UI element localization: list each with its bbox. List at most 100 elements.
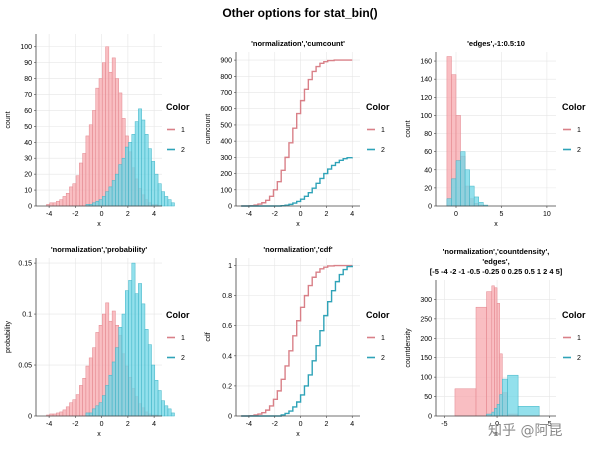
figure-title: Other options for stat_bin() <box>222 6 378 20</box>
bar-series-2 <box>105 385 110 417</box>
legend-title: Color <box>166 102 190 112</box>
legend-label-1: 1 <box>381 335 385 342</box>
panel-2: 0 100 200 300 400 500 600 700 800 900 -4 -2 0 2 4 x cumc… <box>205 39 390 228</box>
line-series-1 <box>241 59 353 207</box>
y-tick-label: 0.05 <box>18 363 32 370</box>
bar-series-1 <box>92 347 96 417</box>
x-tick-label: 4 <box>350 211 354 218</box>
panel-title: 'normalization','probability' <box>51 245 148 254</box>
x-tick-label: 0 <box>495 421 499 428</box>
y-tick-label: 120 <box>420 95 432 102</box>
legend-label-1: 1 <box>181 127 185 134</box>
bar-series-2 <box>134 121 139 207</box>
panel-6: 0 50 100 150 200 250 300 -5 0 5 x countdensity 'norm… <box>405 247 586 438</box>
bar-series-2 <box>460 151 466 207</box>
bar-series-2 <box>115 173 119 207</box>
x-tick-label: 4 <box>350 421 354 428</box>
bar-series-1 <box>59 411 64 417</box>
bar-series-2 <box>154 173 159 207</box>
y-tick-label: 90 <box>24 60 32 67</box>
y-axis-label: probability <box>5 321 12 353</box>
bar-series-2 <box>157 390 162 417</box>
bar-series-2 <box>108 186 113 207</box>
bar-series-1 <box>82 153 87 207</box>
legend-title: Color <box>366 102 390 112</box>
bar-series-2 <box>118 164 123 207</box>
bar-series-1 <box>65 406 70 417</box>
y-tick-label: 20 <box>24 172 32 179</box>
y-tick-label: 700 <box>220 90 232 97</box>
x-tick-label: 10 <box>543 211 551 218</box>
legend-label-2: 2 <box>381 355 385 362</box>
y-axis-label: cumcount <box>205 114 212 144</box>
y-axis-label: countdensity <box>405 328 412 368</box>
bar-series-2 <box>147 148 152 207</box>
y-tick-label: 200 <box>420 336 432 343</box>
y-tick-label: 0.2 <box>222 383 232 390</box>
x-tick-label: 5 <box>500 211 504 218</box>
bar-series-2 <box>131 134 136 207</box>
y-tick-label: 0 <box>228 204 232 211</box>
bar-series-2 <box>98 402 103 417</box>
bar-series-2 <box>141 119 146 207</box>
panel-title: 'normalization','cdf' <box>263 245 332 254</box>
bar-series-1 <box>88 357 93 417</box>
bar-series-2 <box>138 283 142 417</box>
bar-series-2 <box>115 347 119 417</box>
y-tick-label: 900 <box>220 58 232 65</box>
bar-series-2 <box>507 374 519 417</box>
y-tick-label: 80 <box>424 131 432 138</box>
y-tick-label: 100 <box>420 375 432 382</box>
bar-series-2 <box>494 407 498 417</box>
bar-series-2 <box>85 412 90 417</box>
bar-series-1 <box>92 110 96 207</box>
bar-series-1 <box>59 199 64 207</box>
bar-series-1 <box>85 135 90 207</box>
panel-title: 'edges', <box>482 257 509 266</box>
x-tick-label: 0 <box>454 211 458 218</box>
bar-series-1 <box>65 193 70 207</box>
y-tick-label: 500 <box>220 122 232 129</box>
x-tick-label: 5 <box>548 421 552 428</box>
y-tick-label: 200 <box>220 171 232 178</box>
y-tick-label: 0 <box>428 204 432 211</box>
bar-series-2 <box>118 327 123 417</box>
x-tick-label: 4 <box>152 421 156 428</box>
y-tick-label: 0.8 <box>222 293 232 300</box>
legend-title: Color <box>366 310 390 320</box>
y-tick-label: 250 <box>420 316 432 323</box>
bar-series-1 <box>494 287 498 417</box>
bar-series-1 <box>88 124 93 207</box>
y-tick-label: 0 <box>28 204 32 211</box>
legend-label-1: 1 <box>577 127 581 134</box>
bar-series-2 <box>167 199 172 207</box>
legend-label-1: 1 <box>181 335 185 342</box>
x-tick-label: -4 <box>246 421 252 428</box>
y-tick-label: 40 <box>424 167 432 174</box>
bar-series-1 <box>95 332 100 417</box>
bar-series-1 <box>454 388 477 417</box>
x-axis-label: x <box>296 431 300 438</box>
y-tick-label: 60 <box>24 108 32 115</box>
bar-series-2 <box>144 329 149 417</box>
x-tick-label: -2 <box>72 421 78 428</box>
bar-series-1 <box>72 183 77 207</box>
y-tick-label: 600 <box>220 106 232 113</box>
bar-series-2 <box>128 280 133 417</box>
bar-series-2 <box>167 408 172 417</box>
bar-series-2 <box>134 293 139 417</box>
y-tick-label: 100 <box>220 187 232 194</box>
bar-series-2 <box>151 161 156 207</box>
y-tick-label: 0.4 <box>222 353 232 360</box>
x-tick-label: -2 <box>272 211 278 218</box>
x-tick-label: 2 <box>324 211 328 218</box>
watermark: 知乎 @阿昆 <box>488 423 563 439</box>
x-tick-label: 2 <box>126 421 130 428</box>
bar-series-2 <box>473 196 479 207</box>
bar-series-2 <box>491 411 495 417</box>
bar-series-1 <box>62 196 67 207</box>
legend-title: Color <box>562 102 586 112</box>
bar-series-1 <box>108 71 113 207</box>
x-tick-label: -2 <box>272 421 278 428</box>
